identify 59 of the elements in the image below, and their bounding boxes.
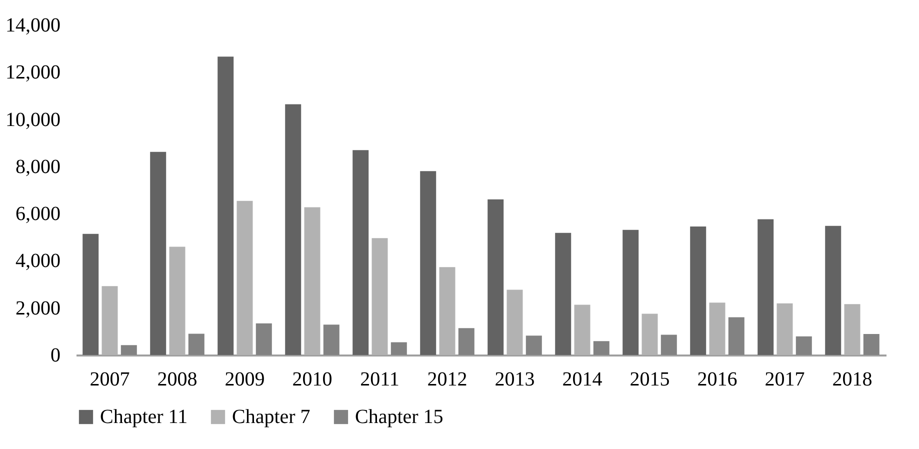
bar bbox=[660, 334, 677, 355]
bar bbox=[574, 304, 590, 355]
x-tick-label: 2017 bbox=[764, 368, 805, 390]
bar bbox=[844, 304, 860, 355]
bar bbox=[796, 336, 812, 355]
x-tick-label: 2008 bbox=[157, 368, 198, 390]
bar bbox=[863, 334, 880, 355]
y-tick-label: 14,000 bbox=[6, 14, 60, 36]
x-tick-label: 2011 bbox=[360, 368, 400, 390]
y-tick-label: 0 bbox=[50, 344, 60, 366]
bar bbox=[285, 104, 302, 355]
bar bbox=[102, 286, 118, 355]
bar bbox=[82, 234, 99, 355]
x-tick-label: 2009 bbox=[224, 368, 265, 390]
x-tick-label: 2015 bbox=[630, 368, 670, 390]
x-tick-label: 2010 bbox=[292, 368, 332, 390]
legend-label: Chapter 11 bbox=[100, 406, 188, 428]
y-tick-label: 12,000 bbox=[6, 62, 60, 84]
bar bbox=[120, 345, 137, 355]
legend-label: Chapter 15 bbox=[355, 406, 444, 428]
bar bbox=[488, 199, 504, 355]
x-tick-label: 2018 bbox=[832, 368, 872, 390]
bar bbox=[825, 226, 842, 355]
y-tick-label: 6,000 bbox=[16, 203, 60, 226]
x-tick-label: 2012 bbox=[427, 368, 468, 390]
legend-label: Chapter 7 bbox=[232, 406, 310, 428]
y-tick-label: 10,000 bbox=[6, 108, 60, 131]
bar bbox=[622, 230, 639, 355]
bar bbox=[352, 150, 369, 355]
bar bbox=[236, 200, 253, 355]
bar bbox=[709, 302, 726, 355]
bar bbox=[458, 328, 474, 355]
bar bbox=[506, 290, 523, 355]
bar bbox=[256, 323, 272, 355]
bar bbox=[169, 246, 186, 355]
bar bbox=[642, 314, 658, 355]
bar bbox=[728, 317, 744, 355]
bar bbox=[372, 238, 388, 355]
bar bbox=[323, 324, 340, 355]
bar bbox=[555, 232, 572, 355]
x-tick-label: 2016 bbox=[697, 368, 738, 390]
bar bbox=[776, 303, 793, 355]
bar bbox=[420, 171, 436, 355]
y-tick-label: 4,000 bbox=[16, 250, 60, 272]
x-tick-label: 2013 bbox=[494, 368, 535, 390]
bar bbox=[758, 219, 774, 355]
x-tick-label: 2014 bbox=[562, 368, 602, 390]
x-tick-label: 2007 bbox=[90, 368, 130, 390]
y-tick-label: 8,000 bbox=[16, 156, 60, 178]
bar bbox=[150, 152, 166, 355]
bar bbox=[439, 267, 456, 355]
bar bbox=[690, 226, 706, 355]
bar bbox=[218, 56, 234, 355]
bar bbox=[390, 342, 407, 355]
bar bbox=[304, 207, 320, 355]
bar bbox=[593, 341, 610, 355]
bar bbox=[526, 336, 542, 355]
bar bbox=[188, 334, 204, 355]
y-tick-label: 2,000 bbox=[16, 297, 60, 320]
